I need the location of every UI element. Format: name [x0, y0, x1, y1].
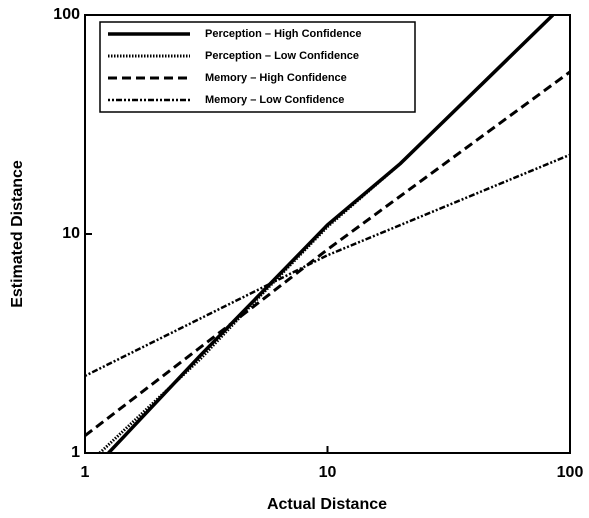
- y-axis-label: Estimated Distance: [9, 160, 26, 308]
- legend-label: Perception – Low Confidence: [205, 50, 359, 62]
- series-line: [85, 153, 570, 377]
- series-line: [98, 15, 554, 453]
- legend-label: Memory – High Confidence: [205, 72, 347, 84]
- legend-box: [99, 21, 416, 113]
- x-axis-label: Actual Distance: [267, 496, 387, 513]
- x-tick-label: 100: [557, 464, 584, 481]
- y-tick-label: 10: [62, 225, 80, 242]
- x-tick-label: 10: [319, 464, 337, 481]
- legend-label: Memory – Low Confidence: [205, 94, 344, 106]
- legend-label: Perception – High Confidence: [205, 28, 361, 40]
- x-tick-label: 1: [81, 464, 90, 481]
- y-tick-label: 1: [71, 444, 80, 461]
- y-tick-label: 100: [53, 6, 80, 23]
- series-line: [85, 70, 570, 437]
